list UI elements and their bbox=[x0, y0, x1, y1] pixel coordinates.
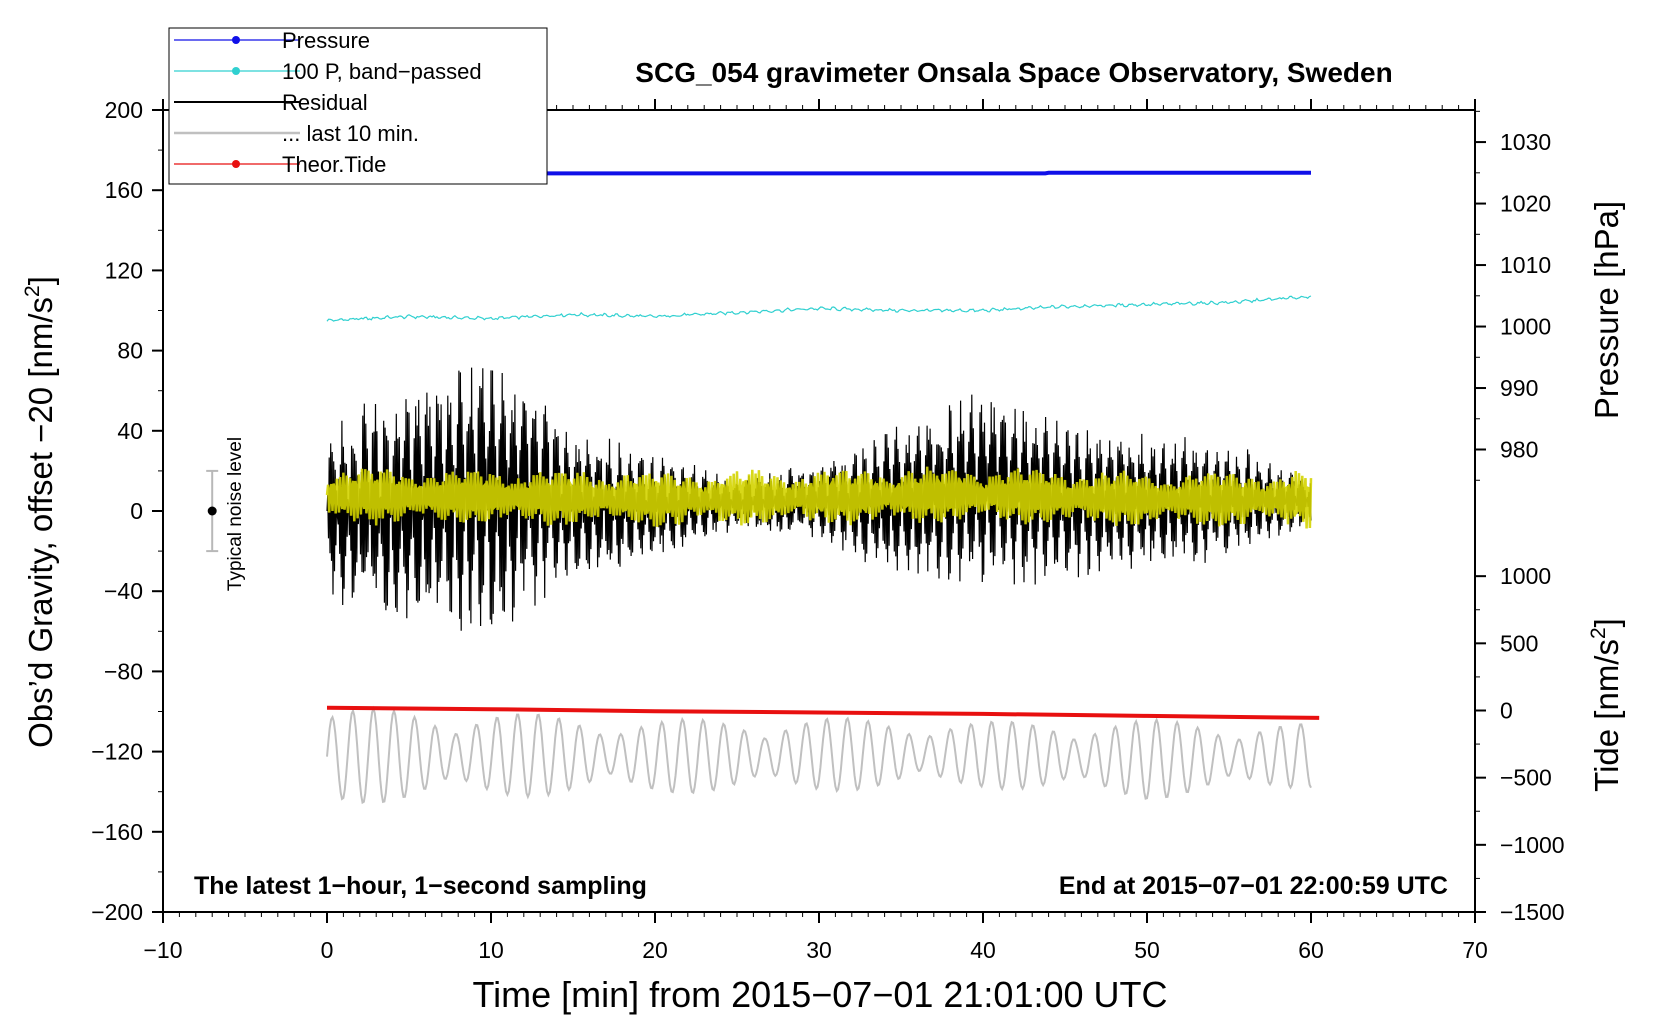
legend: Pressure 100 P, band−passed Residual ... la… bbox=[168, 27, 548, 185]
legend-label: Theor.Tide bbox=[282, 152, 386, 177]
y-tick-label-left: 160 bbox=[105, 177, 143, 203]
x-tick-label: 30 bbox=[806, 937, 832, 963]
series-theor-tide-line bbox=[326, 705, 1320, 720]
y-tick-label-tide: −500 bbox=[1500, 765, 1552, 791]
legend-marker bbox=[232, 36, 240, 44]
noise-dot bbox=[207, 506, 217, 516]
legend-marker bbox=[232, 67, 240, 75]
legend-items: Pressure 100 P, band−passed Residual ... la… bbox=[174, 28, 482, 177]
annotation-left: The latest 1−hour, 1−second sampling bbox=[194, 872, 647, 900]
x-tick-label: 70 bbox=[1462, 937, 1488, 963]
y-tick-label-tide: 500 bbox=[1500, 630, 1538, 656]
legend-marker bbox=[232, 160, 240, 168]
y-tick-label-left: −160 bbox=[91, 819, 143, 845]
y-tick-label-tide: 0 bbox=[1500, 697, 1513, 723]
y-tick-label-tide: −1000 bbox=[1500, 832, 1565, 858]
x-tick-label: 40 bbox=[970, 937, 996, 963]
y-tick-label-left: 0 bbox=[130, 498, 143, 524]
x-tick-label: 50 bbox=[1134, 937, 1160, 963]
series-residual-smoothed-line bbox=[325, 466, 1313, 529]
chart-title: SCG_054 gravimeter Onsala Space Observat… bbox=[635, 57, 1392, 88]
legend-box bbox=[168, 27, 548, 185]
y-axis-title-tide: Tide [nm/s2] bbox=[1587, 618, 1625, 792]
y-tick-label-left: 40 bbox=[117, 418, 143, 444]
y-tick-label-left: −120 bbox=[91, 739, 143, 765]
noise-level-indicator: Typical noise level bbox=[206, 437, 246, 591]
x-tick-label: −10 bbox=[143, 937, 182, 963]
y-tick-label-left: −40 bbox=[104, 578, 143, 604]
y-axis-title-left-tail: ] bbox=[22, 276, 59, 285]
y-axis-title-tide-main: Tide [nm/s bbox=[1588, 639, 1625, 792]
series-pressure-bandpassed-line bbox=[326, 295, 1312, 322]
y-tick-label-pressure: 980 bbox=[1500, 437, 1538, 463]
y-axis-title-left-sup: 2 bbox=[21, 285, 44, 297]
y-tick-label-left: −80 bbox=[104, 658, 143, 684]
y-axis-title-left: Obs’d Gravity, offset −20 [nm/s2] bbox=[21, 276, 59, 748]
x-tick-label: 10 bbox=[478, 937, 504, 963]
y-tick-label-pressure: 1020 bbox=[1500, 191, 1551, 217]
y-tick-label-tide: 1000 bbox=[1500, 563, 1551, 589]
legend-label: Pressure bbox=[282, 28, 370, 53]
y-tick-label-left: 120 bbox=[105, 257, 143, 283]
y-tick-label-tide: −1500 bbox=[1500, 899, 1565, 925]
series-last-10-min-line bbox=[326, 705, 1312, 805]
y-tick-label-left: 200 bbox=[105, 97, 143, 123]
annotation-right: End at 2015−07−01 22:00:59 UTC bbox=[1059, 872, 1448, 900]
legend-label: ... last 10 min. bbox=[282, 121, 419, 146]
y-tick-label-left: 80 bbox=[117, 338, 143, 364]
y-tick-label-pressure: 990 bbox=[1500, 375, 1538, 401]
axes-group: −10 0 10 20 30 40 50 60 7020016012080400−40−80−1… bbox=[91, 97, 1564, 963]
y-axis-title-pressure: Pressure [hPa] bbox=[1588, 201, 1625, 419]
legend-label: 100 P, band−passed bbox=[282, 59, 482, 84]
y-axis-title-tide-tail: ] bbox=[1588, 618, 1625, 627]
x-tick-label: 20 bbox=[642, 937, 668, 963]
x-axis-title: Time [min] from 2015−07−01 21:01:00 UTC bbox=[472, 974, 1167, 1015]
legend-label: Residual bbox=[282, 90, 368, 115]
y-axis-title-left-main: Obs’d Gravity, offset −20 [nm/s bbox=[22, 297, 59, 748]
x-tick-label: 0 bbox=[321, 937, 334, 963]
y-tick-label-pressure: 1010 bbox=[1500, 252, 1551, 278]
y-tick-label-pressure: 1030 bbox=[1500, 129, 1551, 155]
noise-label: Typical noise level bbox=[225, 437, 246, 591]
y-axis-title-tide-sup: 2 bbox=[1587, 627, 1610, 639]
y-tick-label-left: −200 bbox=[91, 899, 143, 925]
y-tick-label-pressure: 1000 bbox=[1500, 314, 1551, 340]
x-tick-label: 60 bbox=[1298, 937, 1324, 963]
